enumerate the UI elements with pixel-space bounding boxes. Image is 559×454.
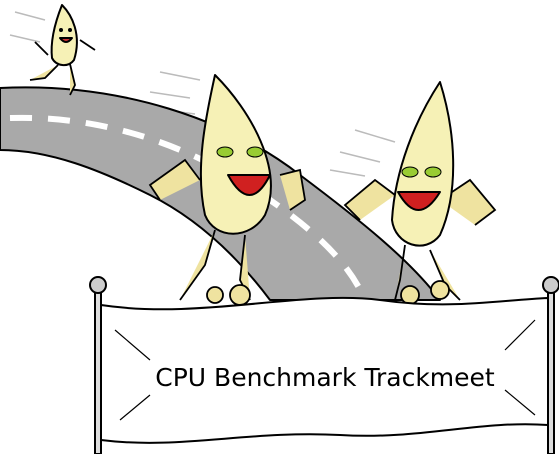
banner-text: CPU Benchmark Trackmeet bbox=[155, 363, 495, 392]
illustration: CPU Benchmark Trackmeet bbox=[0, 0, 559, 454]
banner: CPU Benchmark Trackmeet bbox=[90, 277, 559, 454]
